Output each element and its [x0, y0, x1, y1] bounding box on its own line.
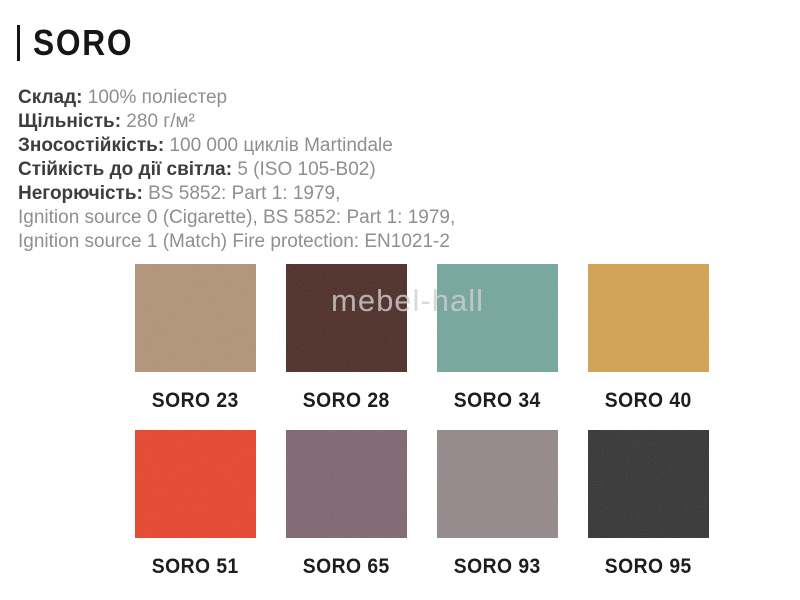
spec-label: Зносостійкість:: [18, 135, 165, 156]
spec-line: Стійкість до дії світла: 5 (ISO 105-B02): [18, 158, 455, 182]
swatch-label: SORO 93: [454, 555, 541, 578]
page-title: SORO: [17, 22, 147, 64]
swatch-label: SORO 65: [303, 555, 390, 578]
spec-value: 5 (ISO 105-B02): [232, 159, 376, 180]
swatch-label: SORO 51: [152, 555, 239, 578]
spec-value: 280 г/м²: [121, 111, 195, 132]
spec-line: Зносостійкість: 100 000 циклів Martindal…: [18, 134, 455, 158]
spec-line: Склад: 100% поліестер: [18, 86, 455, 110]
fabric-swatch-soro-40: [588, 264, 709, 372]
fabric-swatch-soro-93: [437, 430, 558, 538]
swatch-label: SORO 40: [605, 389, 692, 412]
spec-line: Ignition source 1 (Match) Fire protectio…: [18, 230, 455, 254]
spec-value: 100% поліестер: [82, 87, 228, 108]
swatch-cell: SORO 93: [437, 430, 558, 579]
swatch-cell: SORO 34: [437, 264, 558, 413]
swatch-label: SORO 95: [605, 555, 692, 578]
swatch-label: SORO 28: [303, 389, 390, 412]
swatch-label: SORO 23: [152, 389, 239, 412]
fabric-swatch-soro-51: [135, 430, 256, 538]
spec-value: Ignition source 0 (Cigarette), BS 5852: …: [18, 207, 456, 228]
spec-label: Негорючість:: [18, 183, 143, 204]
spec-label: Щільність:: [18, 111, 122, 132]
spec-label: Стійкість до дії світла:: [18, 159, 233, 180]
spec-line: Щільність: 280 г/м²: [18, 110, 455, 134]
spec-value: 100 000 циклів Martindale: [164, 135, 393, 156]
swatch-grid: SORO 23 SORO 28 SORO 34 SORO 40 SORO 51 …: [135, 264, 710, 579]
swatch-cell: SORO 65: [286, 430, 407, 579]
spec-line: Ignition source 0 (Cigarette), BS 5852: …: [18, 206, 455, 230]
spec-label: Склад:: [18, 87, 83, 108]
fabric-swatch-soro-28: [286, 264, 407, 372]
swatch-cell: SORO 40: [588, 264, 709, 413]
fabric-swatch-soro-95: [588, 430, 709, 538]
spec-line: Негорючість: BS 5852: Part 1: 1979,: [18, 182, 455, 206]
page-title-text: SORO: [33, 22, 134, 63]
swatch-cell: SORO 23: [135, 264, 256, 413]
swatch-label: SORO 34: [454, 389, 541, 412]
spec-value: Ignition source 1 (Match) Fire protectio…: [18, 231, 450, 252]
watermark: mebel-hall: [331, 283, 485, 318]
swatch-cell: SORO 51: [135, 430, 256, 579]
spec-value: BS 5852: Part 1: 1979,: [142, 183, 341, 204]
swatch-cell: SORO 95: [588, 430, 709, 579]
title-accent-bar: [17, 25, 20, 61]
fabric-swatch-soro-23: [135, 264, 256, 372]
swatch-cell: SORO 28: [286, 264, 407, 413]
fabric-swatch-soro-34: [437, 264, 558, 372]
specs-list: Склад: 100% поліестер Щільність: 280 г/м…: [18, 86, 455, 254]
fabric-swatch-soro-65: [286, 430, 407, 538]
